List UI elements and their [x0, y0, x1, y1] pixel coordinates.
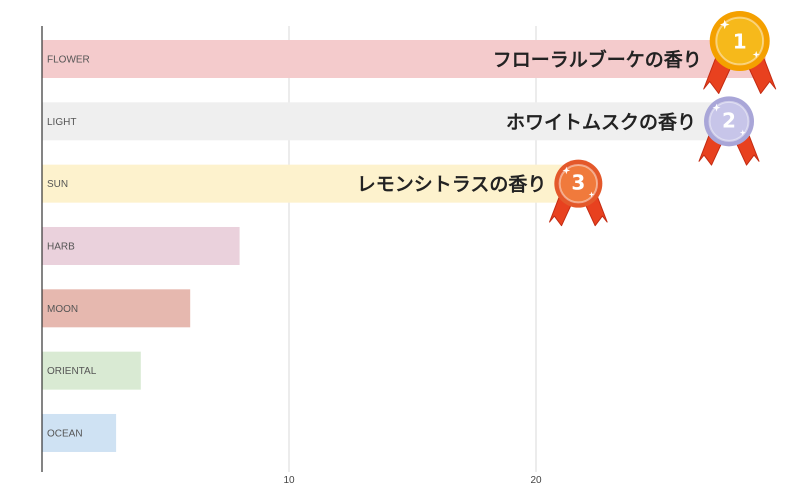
bar-oriental — [42, 351, 141, 390]
bar-sun — [42, 164, 591, 203]
medal-bronze-icon: 3 — [549, 159, 608, 227]
medal-silver-icon: 2 — [698, 96, 760, 166]
category-label: MOON — [47, 304, 78, 315]
x-tick-label: 20 — [530, 475, 542, 486]
bar-flower — [42, 40, 766, 78]
annotation-label: ホワイトムスクの香り — [506, 111, 696, 133]
x-tick-label: 10 — [283, 475, 295, 486]
bars — [42, 40, 766, 452]
gridlines — [288, 26, 537, 472]
bar-light — [42, 102, 742, 141]
annotation-label: フローラルブーケの香り — [493, 48, 702, 71]
bar-harb — [42, 226, 240, 265]
category-label: LIGHT — [47, 117, 76, 128]
annotations: 1 フローラルブーケの香り 2 ホワイトムスクの香り 3 レモンシトラスの香り — [357, 11, 777, 227]
medal-rank-number: 1 — [733, 30, 747, 54]
bar-moon — [42, 289, 191, 328]
category-label: HARB — [47, 241, 75, 252]
bar-ocean — [42, 413, 117, 452]
axes: 10 20 — [41, 26, 542, 486]
medal-rank-number: 3 — [571, 171, 585, 195]
medal-gold-icon: 1 — [703, 11, 777, 94]
medal-rank-number: 2 — [722, 109, 736, 133]
annotation-label: レモンシトラスの香り — [357, 174, 547, 196]
category-label: FLOWER — [47, 55, 90, 66]
category-labels: FLOWER LIGHT SUN HARB MOON ORIENTAL OCEAN — [47, 55, 97, 440]
category-label: OCEAN — [47, 428, 83, 439]
category-label: SUN — [47, 179, 68, 190]
category-label: ORIENTAL — [47, 366, 97, 377]
